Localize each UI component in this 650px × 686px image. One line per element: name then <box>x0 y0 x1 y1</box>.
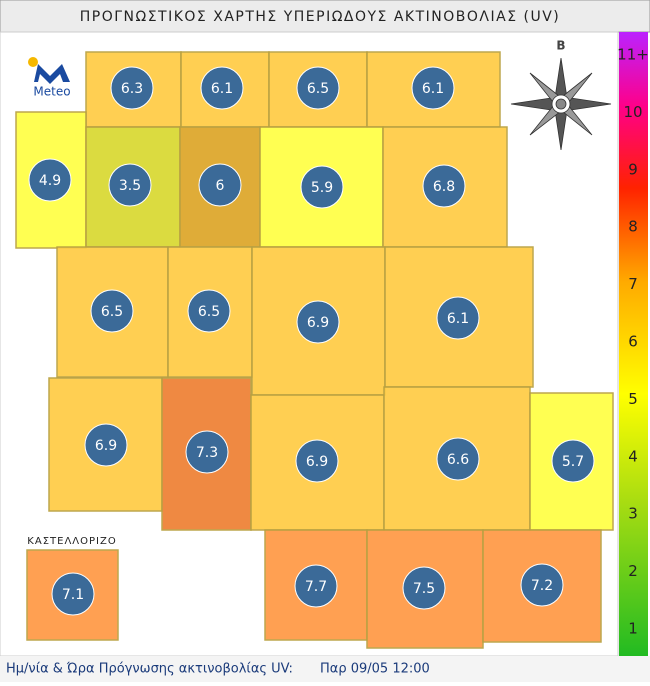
legend-label: 6 <box>628 333 638 351</box>
uv-badge <box>295 439 339 483</box>
region <box>161 377 252 531</box>
footer-bar <box>0 656 650 682</box>
uv-value: 7.1 <box>62 587 84 603</box>
legend-label: 4 <box>628 447 638 465</box>
uv-value: 5.9 <box>311 180 333 196</box>
uv-badge <box>300 165 344 209</box>
uv-value: 6.9 <box>307 315 329 331</box>
legend-label: 3 <box>628 505 638 523</box>
uv-value: 6.1 <box>211 81 233 97</box>
uv-value: 6.5 <box>307 81 329 97</box>
logo: Meteo <box>28 57 71 99</box>
footer-label: Ημ/νία & Ώρα Πρόγνωσης ακτινοβολίας UV: <box>6 662 293 677</box>
inset-label: ΚΑΣΤΕΛΛΟΡΙΖΟ <box>27 536 116 547</box>
uv-value: 6.5 <box>101 304 123 320</box>
legend-label: 8 <box>628 218 638 236</box>
uv-value: 6.1 <box>422 81 444 97</box>
uv-value: 3.5 <box>119 178 141 194</box>
uv-badge <box>200 66 244 110</box>
uv-badge <box>187 289 231 333</box>
legend-label: 7 <box>628 275 638 293</box>
uv-value: 6.9 <box>95 438 117 454</box>
uv-badge <box>436 296 480 340</box>
legend-bar <box>619 32 648 656</box>
uv-badge <box>90 289 134 333</box>
uv-badge <box>84 423 128 467</box>
compass-north: Β <box>556 39 565 53</box>
legend-label: 5 <box>628 390 638 408</box>
logo-text: Meteo <box>33 85 70 99</box>
uv-badge <box>551 439 595 483</box>
uv-badge <box>294 564 338 608</box>
uv-badge <box>198 163 242 207</box>
uv-value: 7.7 <box>305 579 327 595</box>
uv-value: 7.3 <box>196 445 218 461</box>
title: ΠΡΟΓΝΩΣΤΙΚΟΣ ΧΑΡΤΗΣ ΥΠΕΡΙΩΔΟΥΣ ΑΚΤΙΝΟΒΟΛ… <box>80 9 561 25</box>
uv-value: 7.5 <box>413 581 435 597</box>
legend-label: 11+ <box>617 46 649 64</box>
uv-value: 6.1 <box>447 311 469 327</box>
legend-label: 1 <box>628 620 638 638</box>
legend-label: 9 <box>628 160 638 178</box>
legend-label: 2 <box>628 562 638 580</box>
uv-badge <box>422 164 466 208</box>
uv-value: 5.7 <box>562 454 584 470</box>
uv-value: 7.2 <box>531 578 553 594</box>
compass-rose <box>510 57 612 151</box>
uv-value: 6 <box>216 178 225 194</box>
uv-badge <box>51 572 95 616</box>
uv-value: 6.8 <box>433 179 455 195</box>
legend-label: 10 <box>623 103 642 121</box>
uv-badge <box>520 563 564 607</box>
uv-value: 6.9 <box>306 454 328 470</box>
uv-value: 6.3 <box>121 81 143 97</box>
uv-value: 6.6 <box>447 452 469 468</box>
uv-value: 6.5 <box>198 304 220 320</box>
footer-value: Παρ 09/05 12:00 <box>320 662 430 677</box>
uv-badge <box>185 430 229 474</box>
uv-badge <box>296 66 340 110</box>
uv-badge <box>110 66 154 110</box>
uv-badge <box>402 566 446 610</box>
uv-badge <box>108 163 152 207</box>
uv-value: 4.9 <box>39 173 61 189</box>
uv-badge <box>28 158 72 202</box>
uv-badge <box>296 300 340 344</box>
uv-badge <box>436 437 480 481</box>
uv-badge <box>411 66 455 110</box>
